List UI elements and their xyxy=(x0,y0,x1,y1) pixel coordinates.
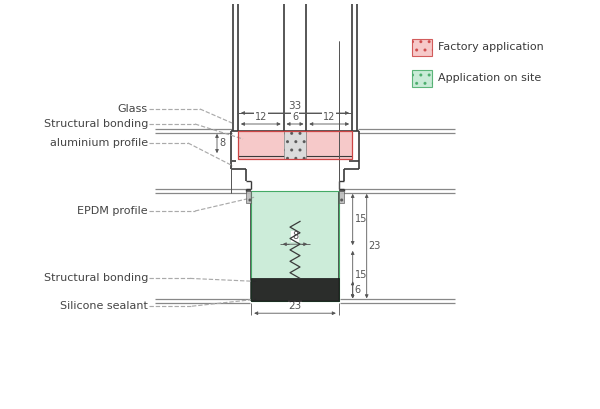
Bar xyxy=(246,191,251,203)
Bar xyxy=(284,131,307,159)
Text: 23: 23 xyxy=(289,301,302,311)
Bar xyxy=(238,131,352,159)
Text: 33: 33 xyxy=(289,101,302,111)
Text: Structural bonding: Structural bonding xyxy=(44,273,148,283)
Text: Silicone sealant: Silicone sealant xyxy=(60,301,148,311)
Bar xyxy=(412,39,432,56)
Bar xyxy=(238,131,284,159)
Text: aluminium profile: aluminium profile xyxy=(50,138,148,148)
Text: 8: 8 xyxy=(219,139,225,148)
Text: 12: 12 xyxy=(254,112,267,122)
Text: Structural bonding: Structural bonding xyxy=(44,119,148,129)
Bar xyxy=(251,191,338,301)
Text: Factory application: Factory application xyxy=(438,42,544,52)
Bar xyxy=(338,191,344,203)
Text: 15: 15 xyxy=(355,270,367,280)
Text: Glass: Glass xyxy=(118,104,148,114)
Text: 6: 6 xyxy=(292,112,298,122)
Text: 6: 6 xyxy=(355,285,361,295)
Bar xyxy=(251,191,338,301)
Bar xyxy=(307,131,352,159)
Text: 8: 8 xyxy=(292,231,298,241)
Bar xyxy=(412,70,432,87)
Text: 23: 23 xyxy=(368,241,381,251)
Text: EPDM profile: EPDM profile xyxy=(77,206,148,216)
Bar xyxy=(251,279,338,301)
Text: Application on site: Application on site xyxy=(438,73,541,83)
Text: 15: 15 xyxy=(355,214,367,225)
Text: 12: 12 xyxy=(323,112,335,122)
